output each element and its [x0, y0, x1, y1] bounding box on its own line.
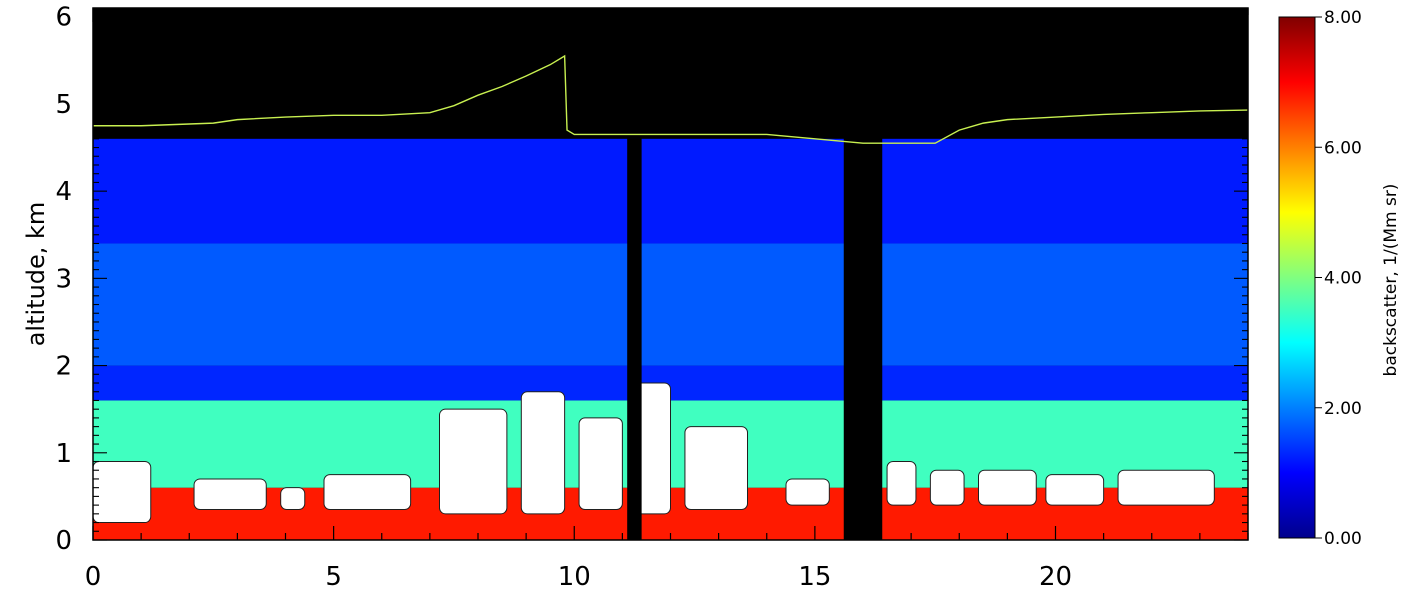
y-tick-label: 6 [55, 3, 72, 33]
x-tick-label: 10 [558, 562, 591, 592]
cloud-segment [785, 478, 830, 506]
colorbar-ticks: 0.00 2.00 4.00 6.00 8.00 [1315, 8, 1362, 549]
data-gap [843, 8, 883, 540]
colorbar: 0.00 2.00 4.00 6.00 8.00 backscatter, 1/(Mm … [1278, 8, 1401, 549]
y-tick-label: 1 [55, 439, 72, 469]
x-tick-label: 5 [325, 562, 342, 592]
y-axis-title: altitude, km [22, 202, 50, 347]
cloud-segment [578, 417, 623, 510]
layer-upper-free-troposphere [93, 138, 1248, 244]
x-tick-label: 0 [85, 562, 102, 592]
cloud-segment [280, 487, 306, 510]
x-tick-label: 20 [1039, 562, 1072, 592]
cloud-segment [93, 461, 152, 524]
y-tick-label: 3 [55, 264, 72, 294]
y-tick-label: 5 [55, 90, 72, 120]
x-axis: 0 5 10 15 20 [85, 8, 1249, 592]
cloud-segment [520, 391, 566, 515]
data-gaps [627, 8, 883, 540]
cloud-segment [684, 426, 748, 510]
cloud-segment [323, 474, 412, 510]
y-tick-label: 2 [55, 352, 72, 382]
cloud-segments [93, 382, 1215, 524]
cloud-segment [439, 408, 508, 515]
colorbar-tick-label: 4.00 [1324, 269, 1362, 289]
cloud-segment [978, 469, 1037, 506]
y-axis: 0 1 2 3 4 5 6 [55, 3, 1248, 556]
layer-aerosol-layer [93, 243, 1248, 366]
cloud-segment [886, 461, 917, 506]
signal-limit-line [93, 54, 1248, 144]
colorbar-tick-label: 2.00 [1324, 399, 1362, 419]
plot-area [93, 8, 1248, 540]
cloud-segment [1045, 474, 1105, 506]
colorbar-scale [1278, 16, 1316, 539]
colorbar-tick-label: 8.00 [1324, 8, 1362, 28]
x-tick-label: 15 [798, 562, 831, 592]
colorbar-tick-label: 0.00 [1324, 529, 1362, 549]
cloud-segment [193, 478, 267, 510]
y-tick-label: 4 [55, 177, 72, 207]
cloud-segment [929, 469, 965, 506]
cloud-segment [1117, 469, 1215, 506]
colorbar-tick-label: 6.00 [1324, 138, 1362, 158]
colorbar-title: backscatter, 1/(Mm sr) [1381, 184, 1401, 377]
data-gap [627, 8, 642, 540]
y-tick-label: 0 [55, 526, 72, 556]
